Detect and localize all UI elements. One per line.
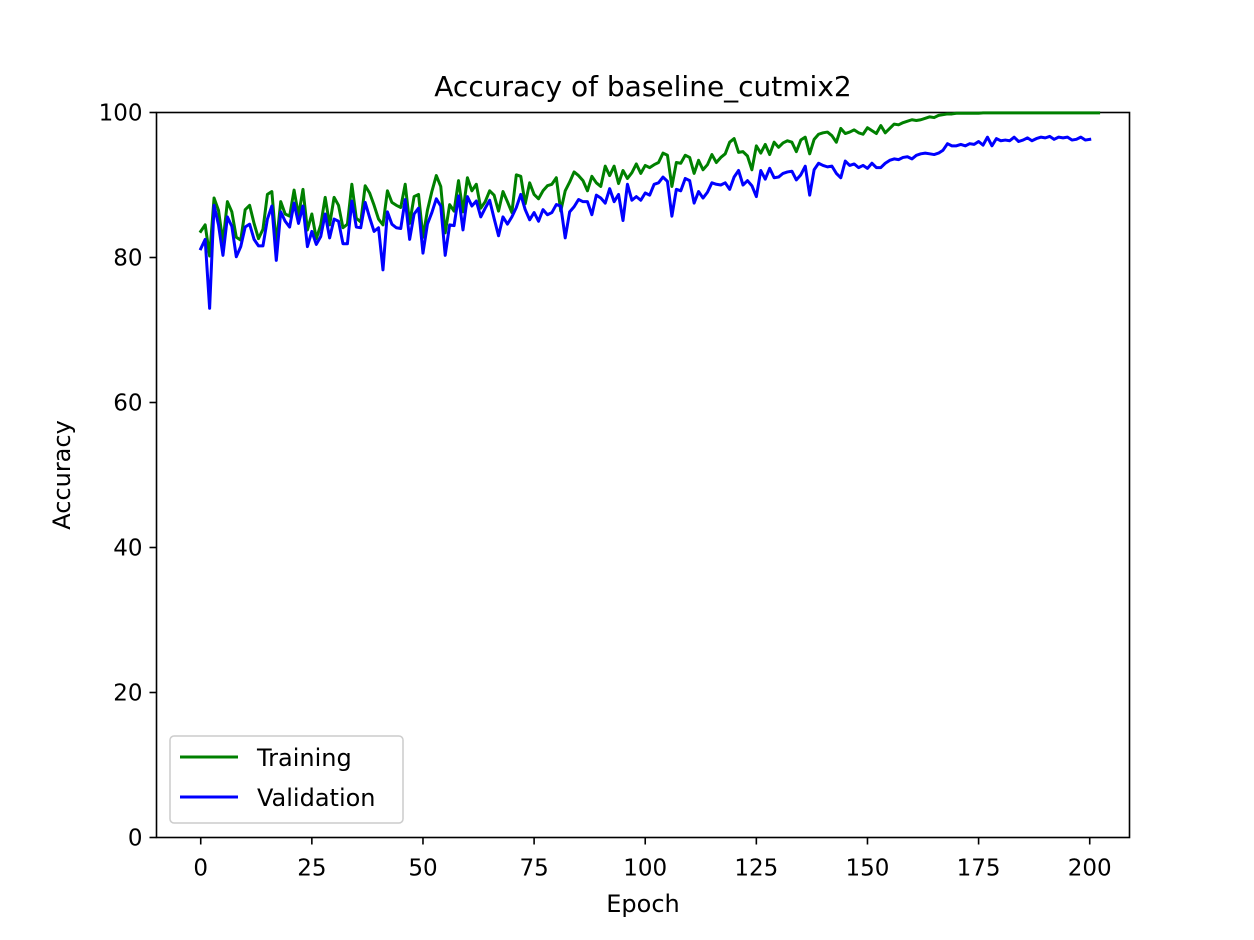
y-axis-label: Accuracy bbox=[48, 420, 76, 530]
x-tick-label: 200 bbox=[1068, 856, 1112, 882]
legend-label-training: Training bbox=[256, 744, 352, 772]
y-tick-label: 40 bbox=[113, 536, 142, 562]
x-tick-label: 125 bbox=[734, 856, 778, 882]
x-tick-label: 150 bbox=[846, 856, 890, 882]
series-layer bbox=[198, 111, 1101, 310]
y-tick-label: 100 bbox=[99, 101, 143, 127]
x-axis: 0 25 50 75 100 125 150 175 200 bbox=[193, 837, 1112, 882]
x-tick-label: 0 bbox=[193, 856, 208, 882]
plot-frame bbox=[155, 111, 1131, 839]
legend-label-validation: Validation bbox=[257, 784, 376, 812]
y-tick-label: 20 bbox=[113, 681, 142, 707]
series-line-training bbox=[198, 111, 1101, 258]
x-tick-label: 100 bbox=[623, 856, 667, 882]
chart-title: Accuracy of baseline_cutmix2 bbox=[434, 70, 851, 103]
y-tick-label: 0 bbox=[128, 826, 143, 852]
series-line-validation bbox=[198, 134, 1092, 310]
y-tick-label: 60 bbox=[113, 391, 142, 417]
plot-area bbox=[155, 111, 1131, 839]
x-axis-label: Epoch bbox=[606, 890, 680, 918]
x-tick-label: 175 bbox=[957, 856, 1001, 882]
x-tick-label: 75 bbox=[519, 856, 548, 882]
legend: Training Validation bbox=[169, 735, 404, 824]
x-tick-label: 50 bbox=[408, 856, 437, 882]
y-tick-label: 80 bbox=[113, 246, 142, 272]
x-tick-label: 25 bbox=[297, 856, 326, 882]
y-axis: 0 20 40 60 80 100 bbox=[99, 101, 157, 852]
